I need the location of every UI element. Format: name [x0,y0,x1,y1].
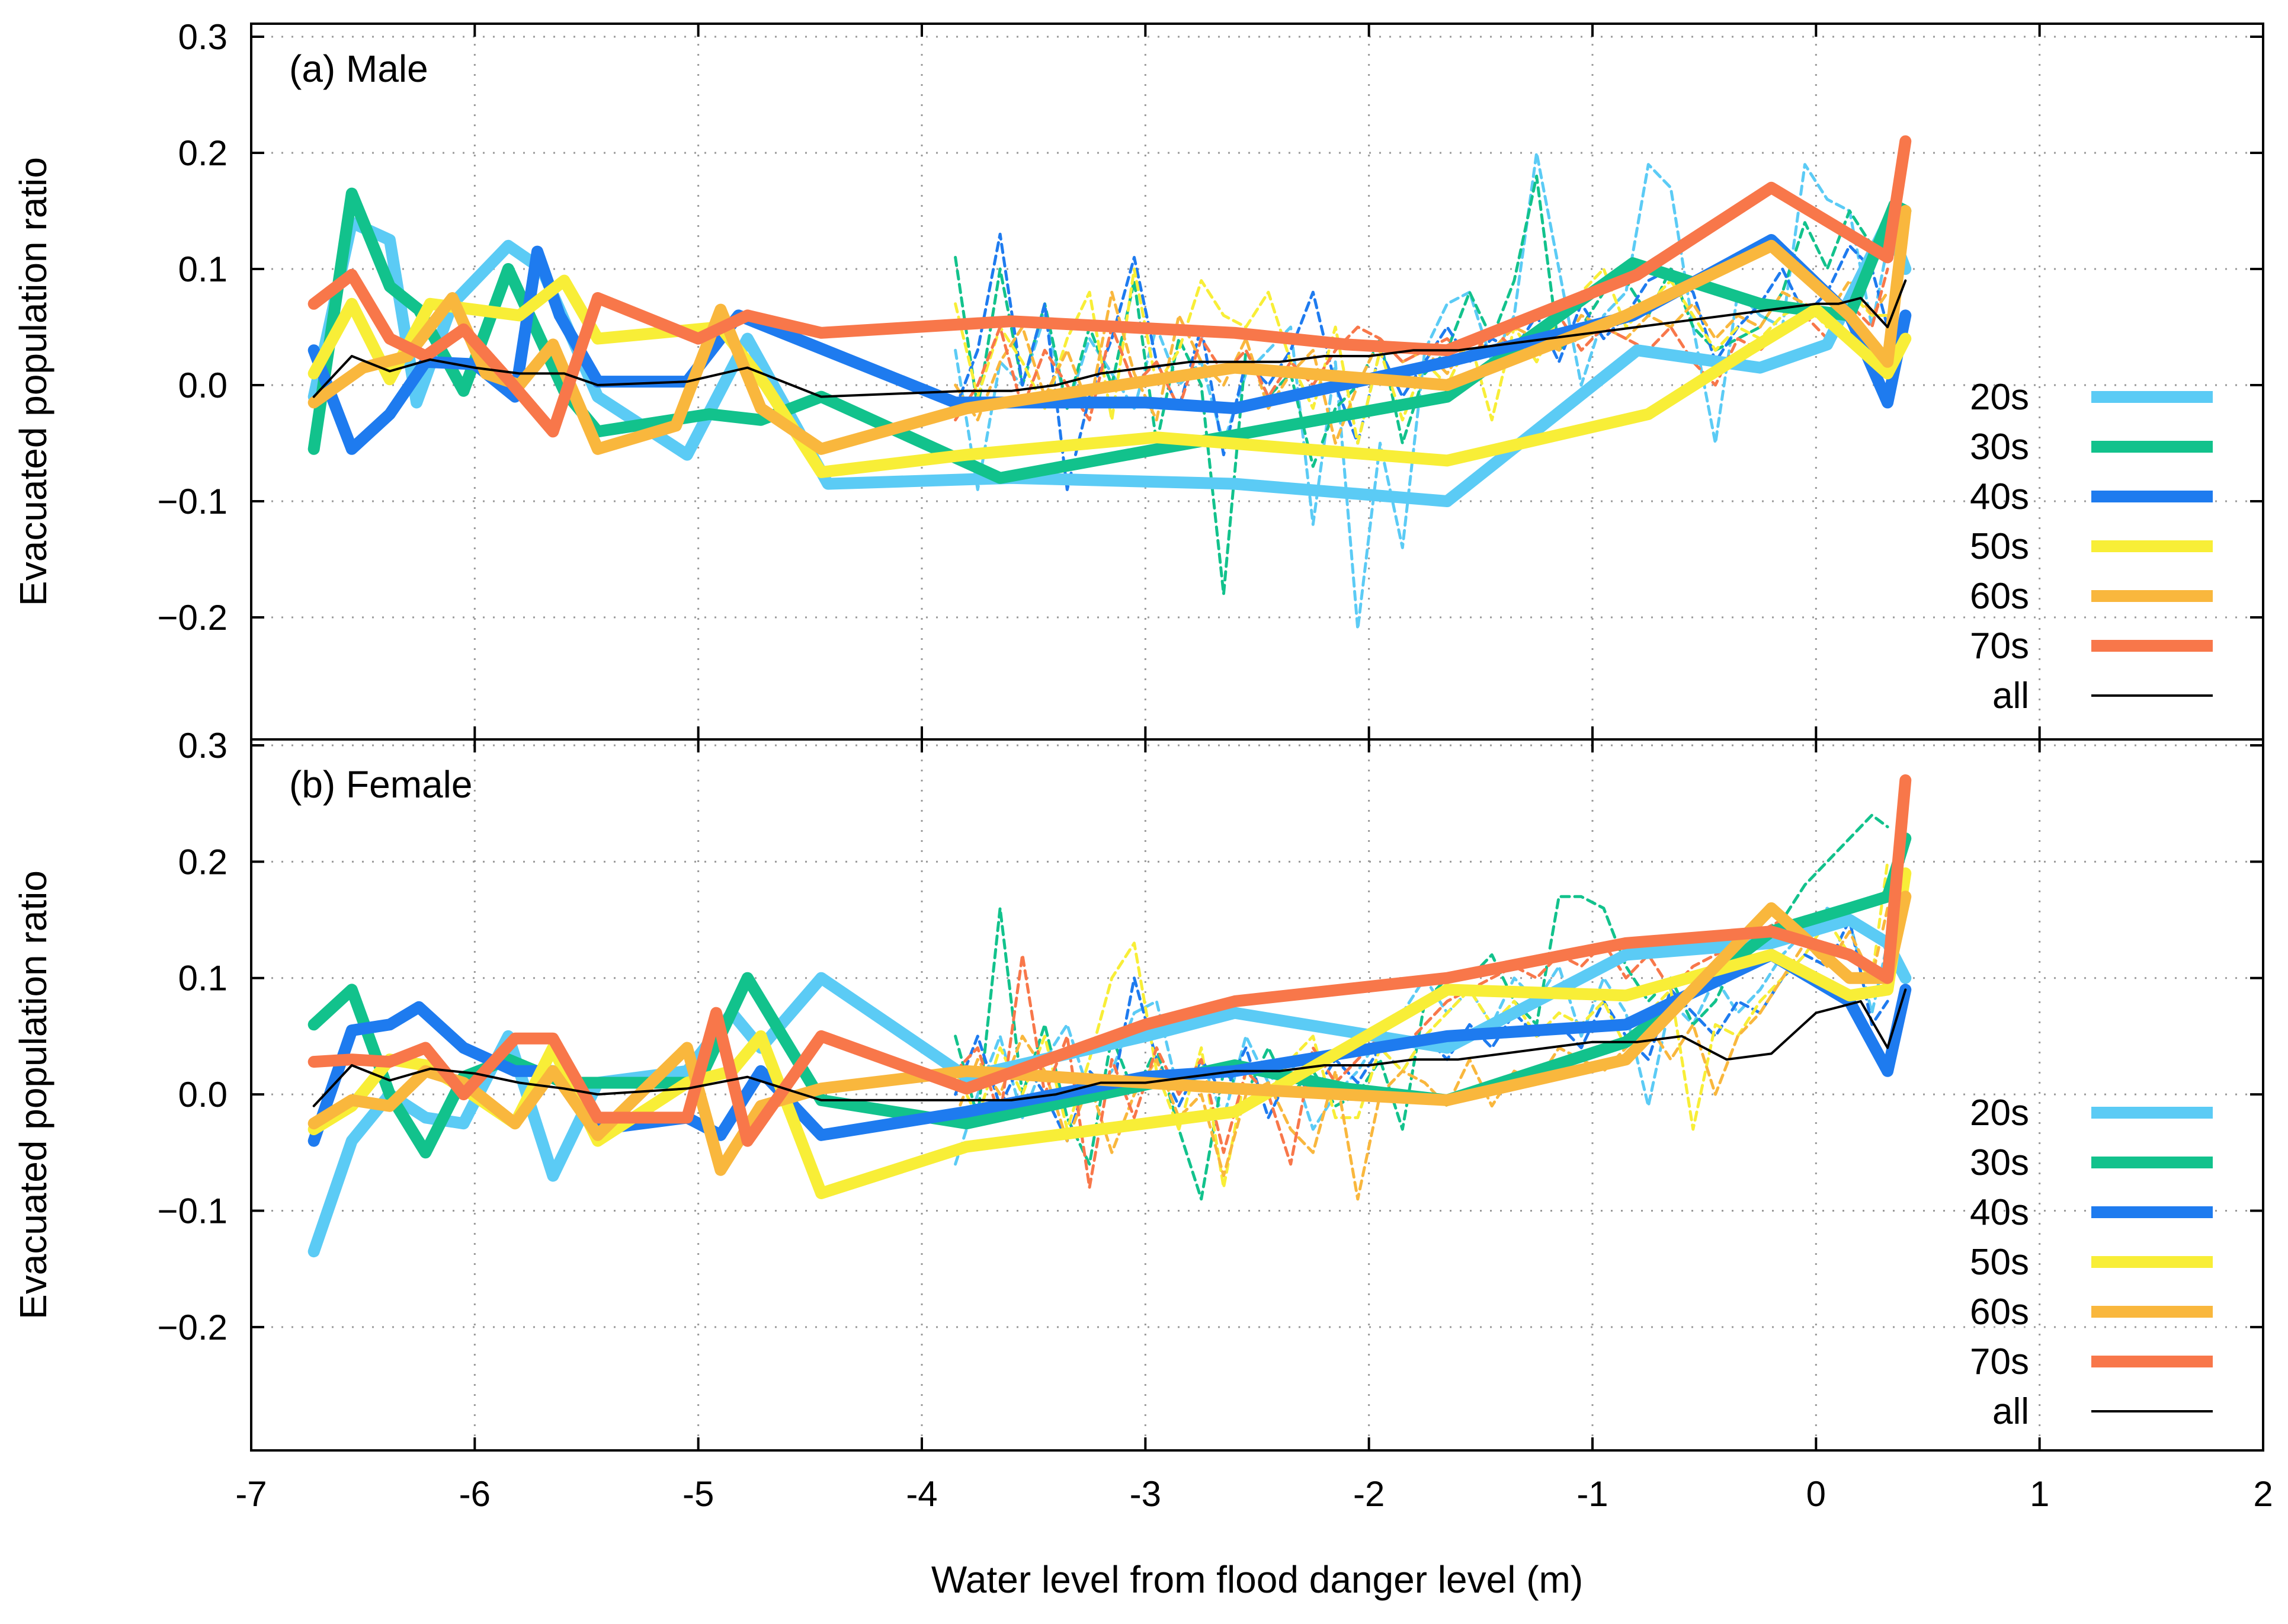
panel-1-y-tick-label: 0.1 [178,959,227,998]
x-tick-label: -2 [1353,1474,1385,1514]
panel-1-y-tick-label: −0.1 [158,1191,227,1231]
panel-1-legend-label-20s: 20s [1970,1093,2029,1133]
panel-1-legend-label-all: all [1992,1391,2029,1432]
x-tick-label: -1 [1576,1474,1608,1514]
x-tick-label: 1 [2030,1474,2049,1514]
panel-1-series-all-thin-line [312,988,1907,1107]
panel-1-series-60s-dashed-line [954,907,1889,1201]
panel-0-legend-label-20s: 20s [1970,377,2029,418]
panel-1-series-70s-thick-line [307,774,1912,1147]
panel-1-series-40s-thick-line [307,949,1912,1147]
panel-0-legend-label-50s: 50s [1970,526,2029,567]
x-tick-label: -3 [1130,1474,1161,1514]
panel-1-title: (b) Female [289,763,472,806]
panel-0-series-60s-thick-line [307,205,1912,455]
x-tick-label: -4 [906,1474,937,1514]
male-panel: −0.2 −0.1 0.0 0.1 0.2 0.3 (a) Male Evacuated po… [12,17,2264,741]
panel-0-y-axis-title: Evacuated population ratio [12,157,55,606]
panel-0-y-tick-label: 0.3 [178,17,227,57]
panel-0-y-tick-label: 0.1 [178,249,227,289]
panel-1-legend-label-40s: 40s [1970,1192,2029,1233]
panel-0-legend-label-60s: 60s [1970,576,2029,617]
x-axis-title: Water level from flood danger level (m) [931,1558,1583,1601]
panel-1-y-tick-label: −0.2 [158,1308,227,1347]
panel-0-series-30s-thick-line [307,187,1912,484]
panel-1-series-70s-dashed-line [954,918,1889,1189]
panel-0-y-tick-label: −0.2 [158,598,227,638]
panel-0-y-tick-label: 0.0 [178,366,227,405]
female-panel: −0.2 −0.1 0.0 0.1 0.2 0.3 (b) Female Evacuated … [12,726,2264,1452]
x-tick-labels: -7 -6 -5 -4 -3 -2 -1 0 1 2 [235,1474,2273,1514]
panel-1-legend-label-50s: 50s [1970,1242,2029,1283]
panel-0-series-70s-thick-line [307,135,1912,438]
panel-0-legend-label-all: all [1992,675,2029,716]
panel-0-legend-label-70s: 70s [1970,626,2029,667]
panel-1-y-tick-label: 0.3 [178,726,227,765]
panel-1-y-tick-label: 0.0 [178,1075,227,1114]
panel-0-y-tick-label: 0.2 [178,133,227,173]
panel-1-series-30s-thick-line [307,832,1912,1159]
panel-1-legend-label-30s: 30s [1970,1142,2029,1183]
x-tick-label: -7 [235,1474,267,1514]
panel-1-legend-label-60s: 60s [1970,1292,2029,1332]
panel-0-title: (a) Male [289,47,428,90]
panel-0-legend-label-40s: 40s [1970,476,2029,517]
panel-0-legend-label-30s: 30s [1970,427,2029,467]
x-tick-label: -6 [459,1474,491,1514]
panel-1-y-tick-label: 0.2 [178,842,227,882]
panel-0-series-all-thin-line [312,279,1907,398]
panel-1-legend-label-70s: 70s [1970,1341,2029,1382]
panel-0-series-20s-thick-line [307,216,1912,507]
panel-0-y-tick-label: −0.1 [158,482,227,521]
x-tick-label: 0 [1806,1474,1826,1514]
panel-1-y-axis-title: Evacuated population ratio [12,870,55,1319]
x-tick-label: 2 [2253,1474,2273,1514]
x-tick-label: -5 [682,1474,714,1514]
panel-0-plot-frame [250,23,2264,741]
